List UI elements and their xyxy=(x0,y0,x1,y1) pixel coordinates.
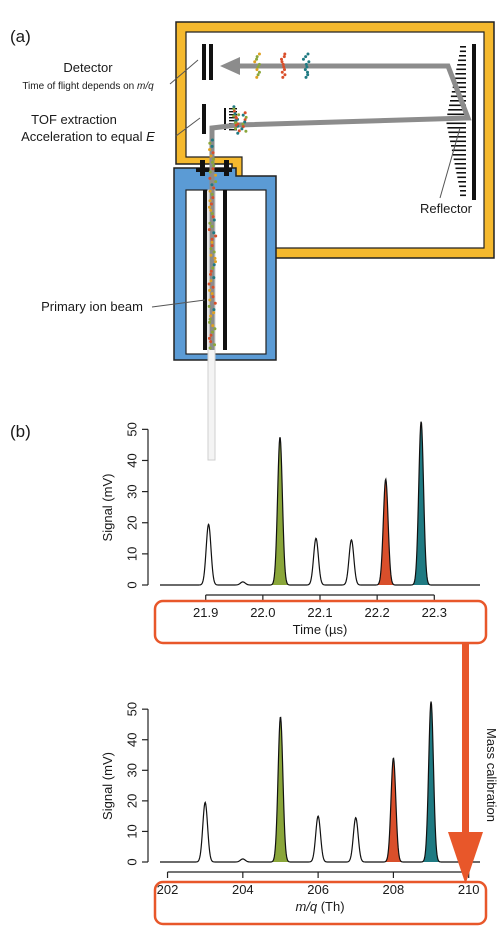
x-tick-label: 22.1 xyxy=(307,605,332,620)
peak-fill xyxy=(413,421,429,585)
x-axis-label: Time (µs) xyxy=(293,622,348,637)
panel-b-label: (b) xyxy=(10,422,31,441)
x-tick-label: 202 xyxy=(157,882,179,897)
detector-leader-line xyxy=(169,59,199,85)
panel-a-label: (a) xyxy=(10,27,31,46)
x-tick-label: 21.9 xyxy=(193,605,218,620)
y-axis-label: Signal (mV) xyxy=(100,752,115,820)
spectrum-trace xyxy=(160,701,480,863)
x-tick-label: 208 xyxy=(383,882,405,897)
y-tick-label: 0 xyxy=(124,581,139,588)
detector xyxy=(202,44,213,80)
y-tick-label: 50 xyxy=(124,422,139,436)
mass-spectrum-chart: 0 10 20 30 40 50 Signal (mV) 202 204 206 208 210 m/q… xyxy=(100,701,480,914)
peak-fill xyxy=(378,479,394,585)
spectrum-trace xyxy=(160,421,480,586)
peak-fill xyxy=(385,758,402,862)
y-tick-label: 10 xyxy=(124,547,139,561)
y-tick-label: 30 xyxy=(124,484,139,498)
peak-fill xyxy=(272,716,289,862)
reflector-label: Reflector xyxy=(420,201,473,216)
detector-label: Detector xyxy=(63,60,113,75)
mass-axis-box xyxy=(153,880,488,926)
y-tick-label: 10 xyxy=(124,824,139,838)
y-tick-label: 50 xyxy=(124,702,139,716)
x-tick-label: 22.2 xyxy=(364,605,389,620)
primary-beam-leader-line xyxy=(151,299,206,308)
y-tick-label: 0 xyxy=(124,858,139,865)
y-tick-label: 30 xyxy=(124,763,139,777)
reflector-leader-line xyxy=(439,127,461,199)
x-axis-label: m/q (Th) xyxy=(295,899,344,914)
primary-beam-label: Primary ion beam xyxy=(41,299,143,314)
time-axis-box xyxy=(153,599,488,645)
detector-arrowhead xyxy=(220,57,240,75)
ion-flight-path xyxy=(209,63,472,350)
y-axis-label: Signal (mV) xyxy=(100,474,115,542)
tof-leader-line xyxy=(175,117,201,137)
x-tick-label: 22.0 xyxy=(250,605,275,620)
time-spectrum-chart: 0 10 20 30 40 50 Signal (mV) 21.9 22.0 22.1 22.2 22… xyxy=(100,421,480,637)
mass-calibration-label: Mass calibration xyxy=(484,728,499,822)
x-tick-label: 206 xyxy=(307,882,329,897)
x-tick-label: 22.3 xyxy=(422,605,447,620)
y-tick-label: 40 xyxy=(124,453,139,467)
x-tick-label: 210 xyxy=(458,882,480,897)
y-tick-label: 20 xyxy=(124,516,139,530)
ion-packets xyxy=(207,52,311,350)
tof-extraction-sublabel: Acceleration to equal E xyxy=(21,129,155,144)
mass-calibration-arrow xyxy=(448,643,483,884)
ion-column-electrodes xyxy=(203,190,227,350)
peak-fill xyxy=(272,437,288,585)
peak-fill xyxy=(423,701,439,862)
y-tick-label: 40 xyxy=(124,733,139,747)
y-tick-label: 20 xyxy=(124,794,139,808)
x-tick-label: 204 xyxy=(232,882,254,897)
tof-extraction-plates xyxy=(202,104,226,134)
tof-extraction-label: TOF extraction xyxy=(31,112,117,127)
reflector xyxy=(472,44,476,200)
detector-sublabel: Time of flight depends on m/q xyxy=(22,81,154,92)
